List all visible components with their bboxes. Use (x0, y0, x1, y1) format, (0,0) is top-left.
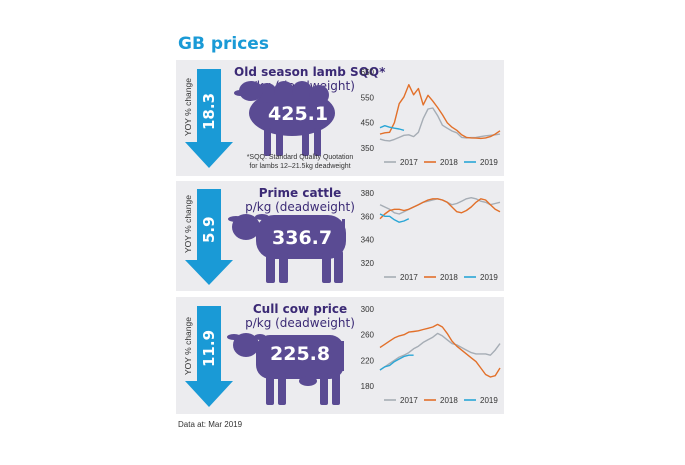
footnote-line-2: for lambs 12–21.5kg deadweight (249, 163, 351, 170)
panel-unit: p/kg (deadweight) (245, 316, 355, 330)
page-title: GB prices (178, 34, 269, 54)
legend-label-2017: 2017 (400, 273, 418, 282)
panel-title: Old season lamb SQQ* (234, 65, 386, 79)
legend-label-2019: 2019 (480, 273, 498, 282)
down-arrow-icon (185, 306, 233, 407)
y-tick-label: 380 (361, 189, 375, 198)
panel-heading: Prime cattle p/kg (deadweight) (234, 186, 366, 214)
series-line-2018 (379, 323, 501, 378)
price-value: 225.8 (270, 343, 331, 365)
panel-unit: p/kg (deadweight) (245, 200, 355, 214)
y-tick-label: 650 (361, 68, 375, 77)
data-date-note: Data at: Mar 2019 (178, 420, 243, 429)
panel-heading: Cull cow price p/kg (deadweight) (234, 302, 366, 330)
series-line-2019 (379, 124, 405, 131)
footnote: *SQQ: Standard Quality Quotation for lam… (236, 153, 364, 171)
legend-label-2018: 2018 (440, 396, 458, 405)
y-tick-label: 340 (361, 236, 375, 245)
chart-cull-cow: 180 220 260 300 2017 2018 2019 (361, 305, 501, 405)
panel-title: Prime cattle (258, 186, 342, 200)
series-line-2018 (379, 198, 501, 220)
panel-title: Cull cow price (252, 302, 348, 316)
y-tick-label: 350 (361, 144, 375, 153)
series-line-2017 (379, 332, 501, 371)
y-tick-label: 450 (361, 119, 375, 128)
y-tick-label: 550 (361, 93, 375, 102)
series-line-2018 (379, 84, 501, 140)
legend-label-2019: 2019 (480, 158, 498, 167)
y-tick-label: 360 (361, 212, 375, 221)
panel-lamb: YOY % change 18.3 Old season lamb SQQ* p… (176, 60, 504, 176)
series-line-2019 (379, 213, 410, 223)
panel-cull-cow: YOY % change 11.9 Cull cow price p/kg (d… (176, 297, 504, 414)
y-tick-label: 300 (361, 305, 375, 314)
series-line-2017 (379, 197, 501, 215)
arrow-shape (185, 306, 233, 407)
chart-prime-cattle: 320 340 360 380 2017 2018 2019 (361, 189, 501, 282)
y-tick-label: 320 (361, 259, 375, 268)
panel-prime-cattle: YOY % change 5.9 Prime cattle p/kg (dead… (176, 181, 504, 291)
down-arrow-icon (185, 69, 233, 168)
chart-lamb: 350 450 550 650 2017 2018 2019 (361, 68, 501, 167)
legend-label-2017: 2017 (400, 396, 418, 405)
sheep-icon (234, 81, 335, 156)
legend-label-2018: 2018 (440, 158, 458, 167)
series-line-2019 (379, 354, 414, 371)
price-value: 336.7 (272, 227, 333, 249)
legend-label-2018: 2018 (440, 273, 458, 282)
legend-label-2017: 2017 (400, 158, 418, 167)
y-tick-label: 260 (361, 331, 375, 340)
y-tick-label: 180 (361, 382, 375, 391)
footnote-line-1: *SQQ: Standard Quality Quotation (246, 154, 354, 161)
down-arrow-icon (185, 189, 233, 285)
series-line-2017 (379, 107, 501, 142)
arrow-shape (185, 189, 233, 285)
arrow-shape (185, 69, 233, 168)
y-tick-label: 220 (361, 356, 375, 365)
bull-icon (228, 214, 346, 283)
legend-label-2019: 2019 (480, 396, 498, 405)
cow-icon (227, 333, 344, 405)
price-value: 425.1 (268, 103, 329, 125)
